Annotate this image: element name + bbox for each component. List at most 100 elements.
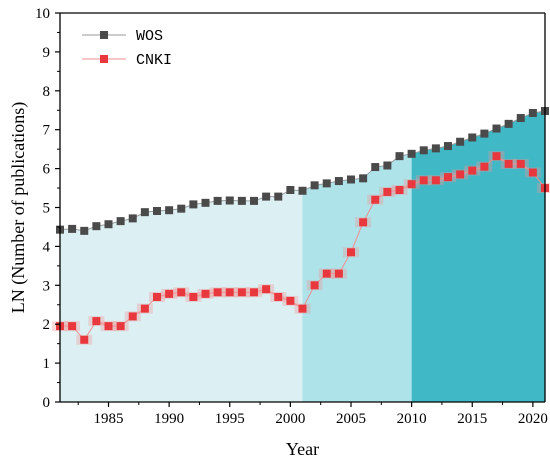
data-point-wos: [237, 196, 246, 205]
data-point-wos: [116, 217, 125, 226]
data-point-wos: [80, 226, 89, 235]
data-point-cnki: [177, 288, 186, 297]
data-point-wos: [407, 149, 416, 158]
data-point-wos: [516, 114, 525, 123]
data-point-wos: [347, 175, 355, 184]
data-point-cnki: [468, 166, 477, 175]
y-axis-title: LN (Number of publications): [8, 102, 29, 313]
y-tick-label: 7: [43, 123, 51, 139]
data-point-wos: [359, 174, 368, 183]
data-point-wos: [140, 208, 149, 217]
series-layer: [52, 107, 550, 345]
data-point-cnki: [456, 170, 465, 179]
data-point-wos: [310, 181, 319, 190]
legend-label-wos: WOS: [136, 28, 163, 45]
data-point-wos: [383, 161, 392, 170]
legend-item-cnki: CNKI: [82, 52, 172, 69]
data-point-cnki: [407, 180, 416, 189]
data-point-wos: [395, 152, 404, 161]
data-point-cnki: [444, 173, 452, 182]
data-point-wos: [165, 206, 174, 215]
data-point-cnki: [371, 195, 380, 204]
data-point-wos: [480, 129, 489, 138]
data-point-cnki: [310, 281, 319, 290]
x-tick-label: 1990: [154, 411, 184, 427]
data-point-cnki: [165, 289, 174, 298]
data-point-wos: [492, 124, 501, 133]
y-tick-label: 5: [43, 201, 51, 217]
data-point-cnki: [480, 162, 489, 171]
data-point-wos: [286, 185, 295, 194]
data-point-cnki: [225, 288, 234, 297]
data-point-cnki: [347, 248, 355, 257]
legend-marker-cnki: [100, 55, 108, 63]
data-point-wos: [444, 142, 452, 151]
data-point-wos: [250, 196, 258, 205]
data-point-cnki: [92, 317, 101, 326]
data-point-wos: [92, 222, 101, 231]
data-point-wos: [528, 108, 537, 117]
data-point-cnki: [189, 292, 198, 301]
y-tick-label: 2: [43, 317, 51, 333]
x-tick-label: 2005: [336, 411, 366, 427]
x-tick-label: 2010: [397, 411, 427, 427]
data-point-wos: [468, 133, 477, 142]
data-point-cnki: [286, 296, 295, 305]
y-tick-label: 9: [43, 45, 51, 61]
data-point-cnki: [128, 312, 137, 321]
data-point-wos: [201, 198, 210, 207]
y-tick-label: 10: [35, 6, 50, 22]
y-tick-label: 1: [43, 356, 51, 372]
data-point-cnki: [492, 152, 501, 161]
y-tick-label: 0: [43, 395, 51, 411]
data-point-cnki: [116, 322, 125, 331]
data-point-wos: [371, 163, 380, 172]
legend-label-cnki: CNKI: [136, 52, 172, 69]
legend: WOS CNKI: [82, 28, 172, 69]
series-wos: [56, 107, 549, 235]
data-point-wos: [128, 214, 137, 223]
y-tick-label: 8: [43, 84, 51, 100]
legend-item-wos: WOS: [82, 28, 163, 45]
data-point-wos: [456, 137, 465, 146]
y-tick-label: 3: [43, 278, 51, 294]
data-point-wos: [262, 192, 271, 201]
data-point-wos: [334, 177, 343, 186]
data-point-cnki: [274, 292, 283, 301]
data-point-cnki: [213, 288, 222, 297]
data-point-cnki: [359, 218, 368, 227]
data-point-wos: [298, 186, 307, 195]
data-point-wos: [419, 146, 428, 155]
x-tick-label: 2000: [275, 411, 305, 427]
data-point-cnki: [431, 176, 440, 185]
data-point-wos: [68, 224, 77, 233]
x-tick-label: 2020: [518, 411, 548, 427]
data-point-cnki: [262, 285, 271, 294]
data-point-cnki: [298, 304, 307, 313]
series-cnki: [52, 151, 550, 345]
data-point-cnki: [250, 288, 258, 297]
data-point-wos: [153, 207, 161, 216]
data-point-cnki: [237, 288, 246, 297]
y-tick-label: 4: [43, 239, 51, 255]
data-point-cnki: [528, 168, 537, 177]
data-point-cnki: [140, 304, 149, 313]
data-point-wos: [189, 200, 198, 209]
data-point-cnki: [104, 322, 113, 331]
data-point-cnki: [68, 322, 77, 331]
data-point-cnki: [504, 159, 513, 168]
x-tick-label: 1985: [94, 411, 124, 427]
data-point-cnki: [322, 269, 331, 278]
data-point-cnki: [201, 289, 210, 298]
data-point-wos: [274, 192, 283, 201]
data-point-cnki: [80, 335, 89, 344]
legend-marker-wos: [100, 31, 108, 39]
data-point-cnki: [395, 185, 404, 194]
data-point-cnki: [419, 176, 428, 185]
data-point-cnki: [516, 159, 525, 168]
y-tick-label: 6: [43, 162, 51, 178]
data-point-wos: [213, 196, 222, 205]
background-bands: [60, 111, 545, 402]
data-point-wos: [504, 119, 513, 128]
